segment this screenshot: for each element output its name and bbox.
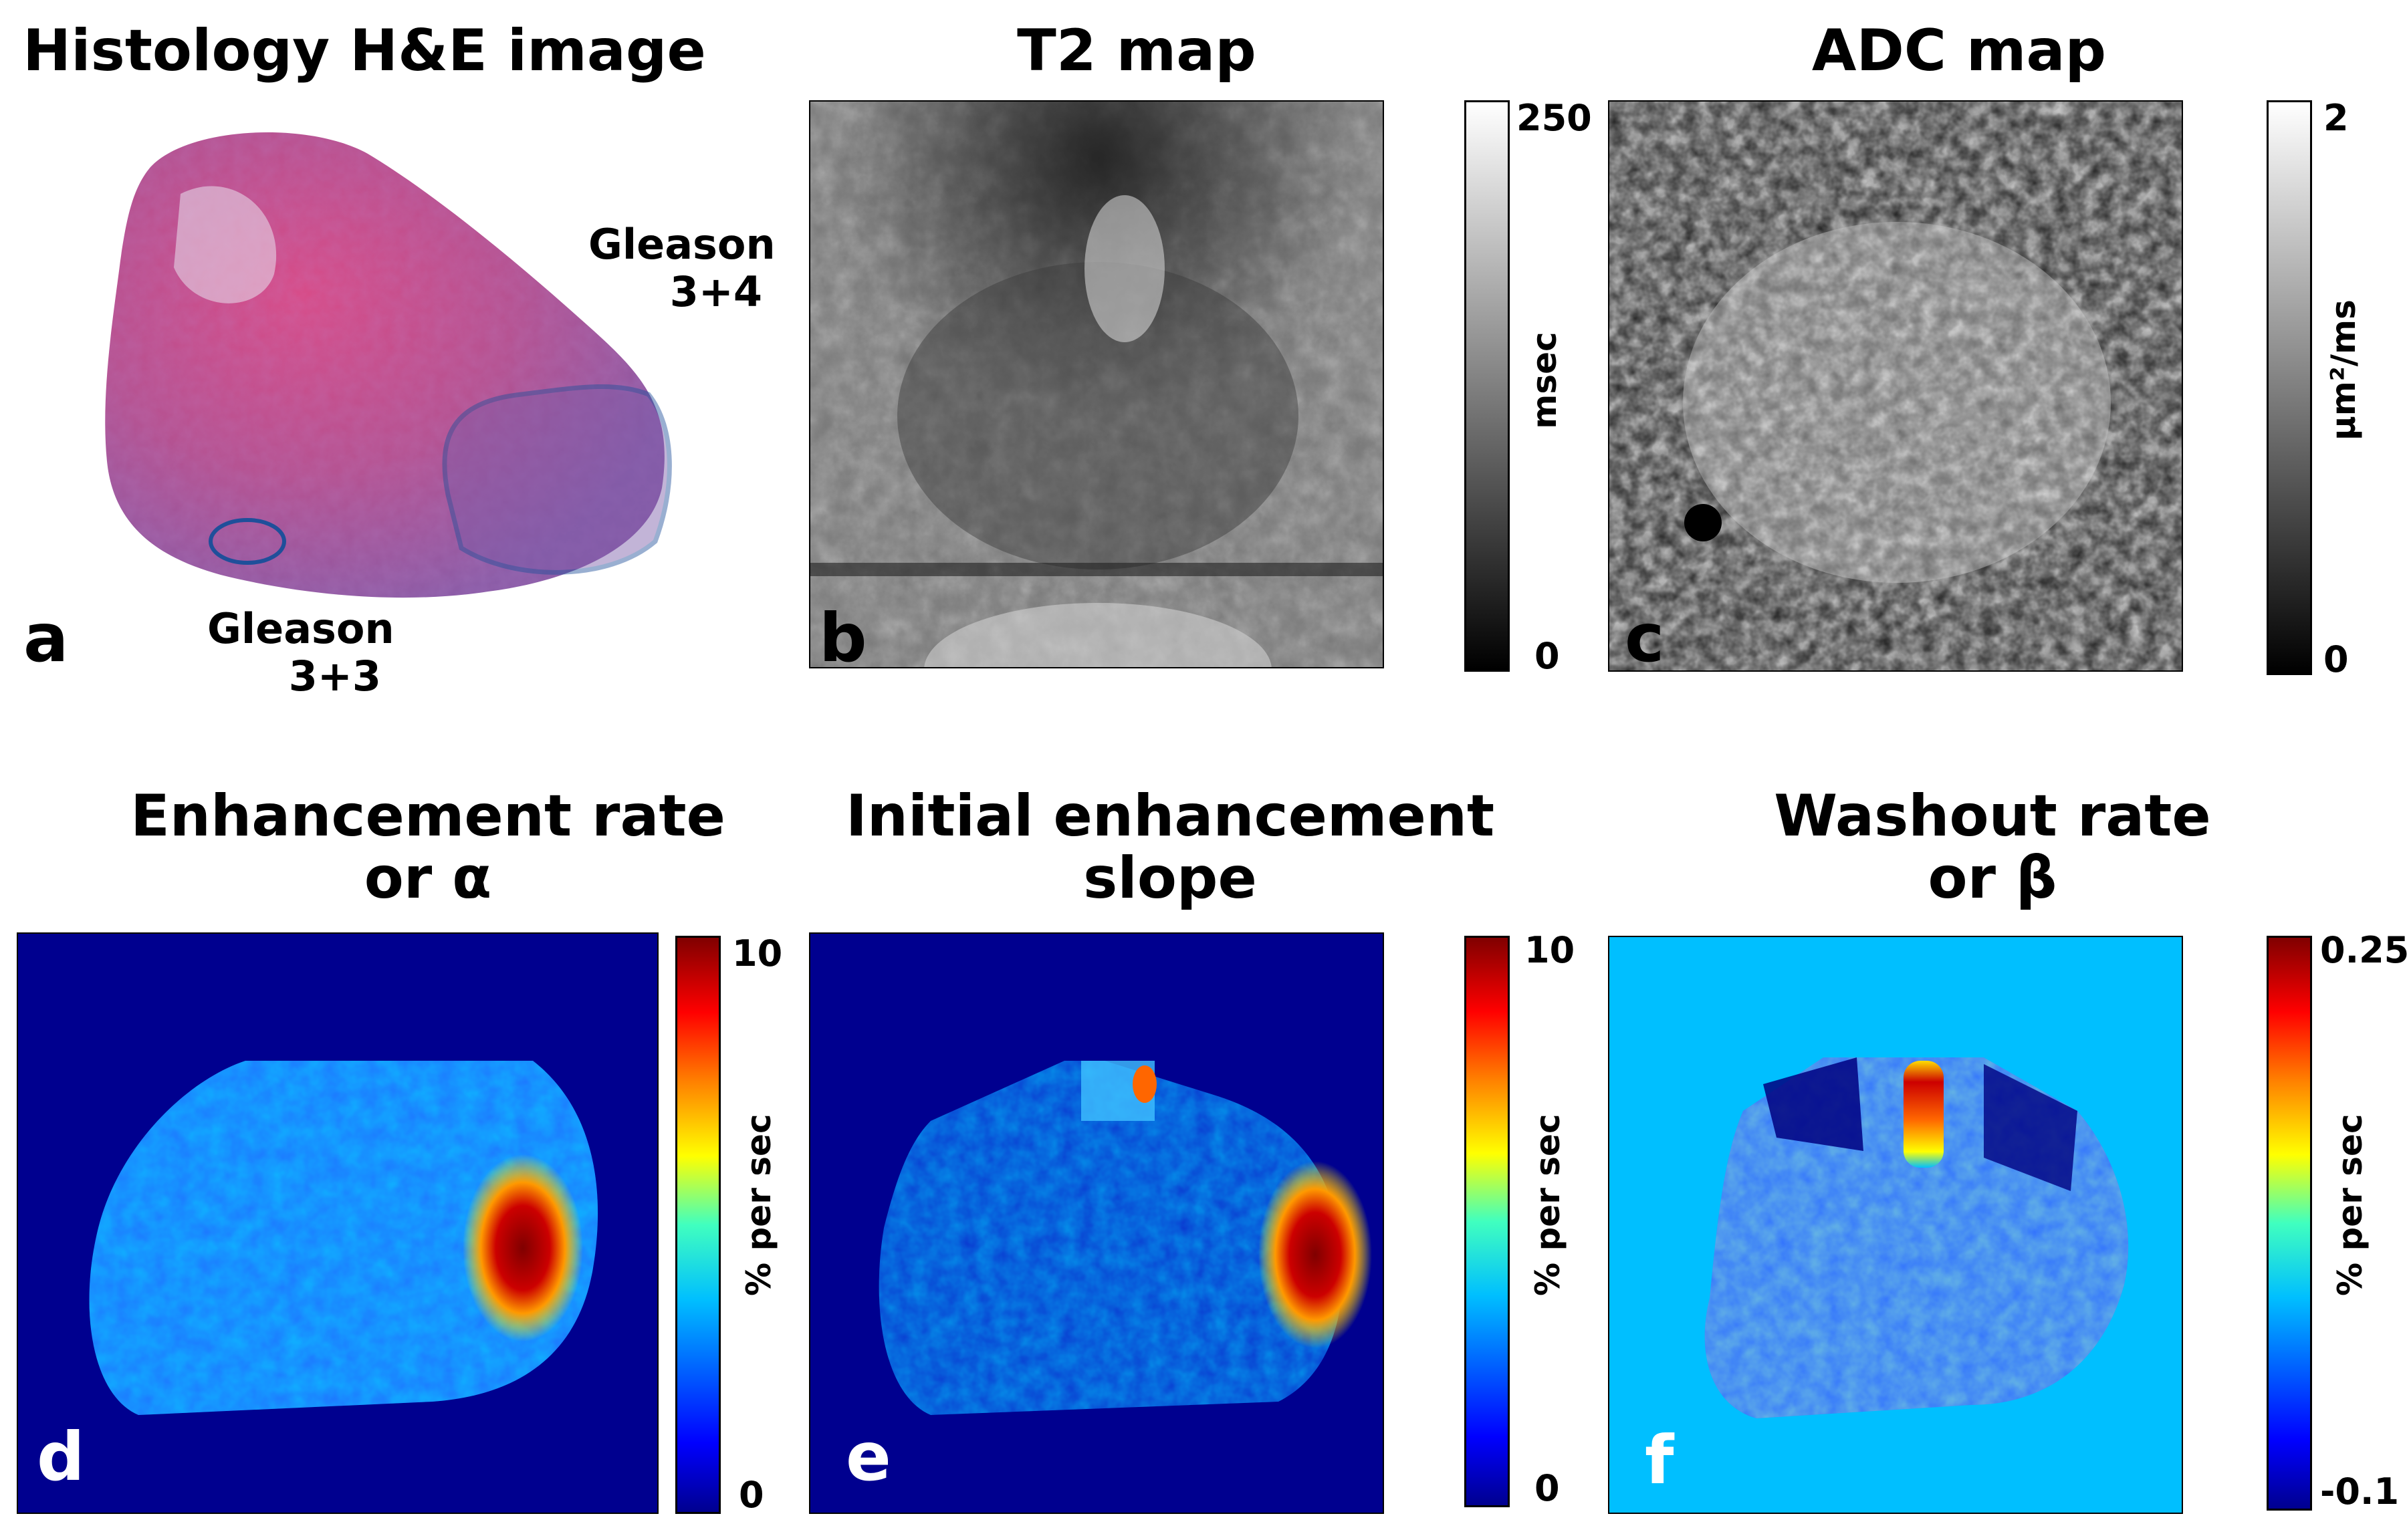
panel-f-letter: f bbox=[1645, 1421, 1674, 1499]
panel-a-letter: a bbox=[23, 599, 69, 677]
gleason-3-3-line1: Gleason bbox=[207, 604, 394, 653]
washout-rate-map bbox=[1608, 936, 2183, 1514]
panel-b-letter: b bbox=[819, 599, 867, 677]
enhancement-rate-colorbar-max: 10 bbox=[732, 932, 783, 975]
panel-d-title-line1: Enhancement rate bbox=[130, 783, 725, 850]
enhancement-rate-colorbar-unit: % per sec bbox=[739, 1114, 778, 1296]
panel-c-title: ADC map bbox=[1811, 17, 2107, 84]
enhancement-rate-map bbox=[17, 932, 659, 1514]
t2-colorbar bbox=[1464, 100, 1510, 672]
adc-colorbar-unit: μm²/ms bbox=[2324, 299, 2363, 440]
gleason-3-4-line1: Gleason bbox=[588, 220, 776, 269]
panel-f-title-line2: or β bbox=[1928, 844, 2057, 912]
initial-enhancement-slope-map bbox=[809, 932, 1384, 1514]
enhancement-rate-colorbar-min: 0 bbox=[739, 1474, 764, 1516]
panel-d-title: Enhancement rate or α bbox=[94, 785, 762, 910]
panel-d-title-line2: or α bbox=[364, 844, 492, 912]
t2-colorbar-unit: msec bbox=[1525, 332, 1564, 429]
panel-f-title-line1: Washout rate bbox=[1774, 783, 2211, 850]
panel-a-title: Histology H&E image bbox=[23, 17, 706, 84]
adc-colorbar-max: 2 bbox=[2323, 97, 2349, 139]
initial-enhancement-slope-colorbar-min: 0 bbox=[1534, 1467, 1560, 1509]
t2-map-image bbox=[809, 100, 1384, 668]
t2-colorbar-min: 0 bbox=[1534, 635, 1560, 677]
gleason-3-4-label: Gleason 3+4 bbox=[588, 220, 776, 317]
initial-enhancement-slope-colorbar bbox=[1464, 936, 1510, 1507]
washout-rate-colorbar-min: -0.1 bbox=[2320, 1470, 2400, 1513]
histology-image bbox=[87, 114, 689, 608]
adc-map-image bbox=[1608, 100, 2183, 672]
panel-e-title-line1: Initial enhancement bbox=[845, 783, 1495, 850]
panel-e-title: Initial enhancement slope bbox=[836, 785, 1504, 910]
panel-e-title-line2: slope bbox=[1083, 844, 1257, 912]
adc-colorbar-min: 0 bbox=[2323, 638, 2349, 680]
panel-e-letter: e bbox=[846, 1418, 891, 1496]
panel-c-letter: c bbox=[1625, 599, 1665, 677]
initial-enhancement-slope-colorbar-unit: % per sec bbox=[1528, 1114, 1567, 1296]
initial-enhancement-slope-colorbar-max: 10 bbox=[1524, 929, 1575, 971]
panel-b-title: T2 map bbox=[1017, 17, 1256, 84]
washout-rate-colorbar-max: 0.25 bbox=[2320, 929, 2407, 971]
gleason-3-3-line2: 3+3 bbox=[288, 652, 381, 701]
gleason-3-3-label: Gleason 3+3 bbox=[207, 604, 394, 701]
adc-colorbar bbox=[2267, 100, 2312, 675]
t2-colorbar-max: 250 bbox=[1516, 97, 1592, 139]
gleason-3-4-line2: 3+4 bbox=[669, 267, 762, 317]
panel-f-title: Washout rate or β bbox=[1638, 785, 2347, 910]
washout-rate-colorbar bbox=[2267, 936, 2312, 1511]
washout-rate-colorbar-unit: % per sec bbox=[2331, 1114, 2370, 1296]
enhancement-rate-colorbar bbox=[675, 936, 721, 1514]
panel-d-letter: d bbox=[37, 1418, 85, 1496]
